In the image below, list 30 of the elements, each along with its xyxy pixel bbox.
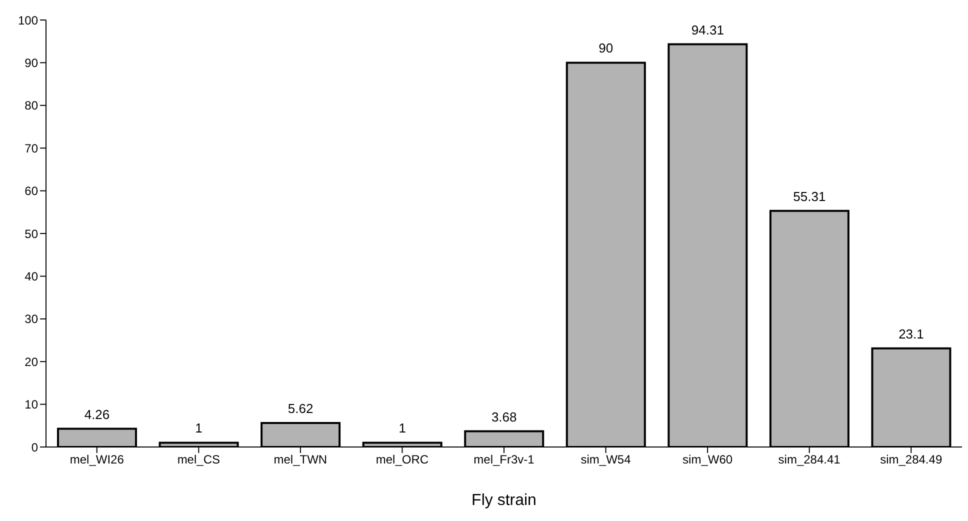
x-tick-label: mel_CS (177, 452, 220, 467)
x-tick-label: sim_284.49 (880, 452, 942, 467)
data-label: 3.68 (491, 409, 517, 424)
y-tick-label: 70 (24, 141, 38, 156)
data-label: 5.62 (288, 401, 314, 416)
y-tick-label: 30 (24, 312, 38, 326)
data-label: 4.26 (84, 406, 110, 422)
data-label: 1 (195, 420, 202, 436)
data-label: 1 (398, 420, 406, 436)
data-label: 55.31 (793, 188, 826, 204)
y-tick-label: 60 (24, 184, 38, 198)
x-axis-title: Fly strain (472, 492, 536, 509)
x-tick-label: mel_WI26 (70, 452, 124, 467)
y-tick-label: 100 (18, 13, 38, 28)
y-tick-label: 80 (24, 98, 38, 113)
x-tick-label: mel_ORC (376, 452, 429, 467)
data-label: 94.31 (691, 22, 724, 38)
y-tick-label: 90 (24, 56, 38, 70)
y-tick-label: 40 (24, 269, 38, 284)
data-label: 90 (598, 40, 614, 56)
y-tick-label: 50 (24, 226, 38, 241)
y-tick-label: 0 (31, 440, 38, 454)
x-tick-label: mel_Fr3v-1 (474, 452, 535, 467)
y-tick-label: 20 (24, 354, 38, 369)
x-tick-label: sim_284.41 (778, 452, 841, 467)
x-tick-label: sim_W54 (580, 452, 632, 467)
x-tick-label: sim_W60 (682, 452, 733, 467)
data-label: 23.1 (898, 326, 924, 342)
x-tick-label: mel_TWN (274, 452, 328, 467)
y-tick-label: 10 (24, 398, 38, 412)
